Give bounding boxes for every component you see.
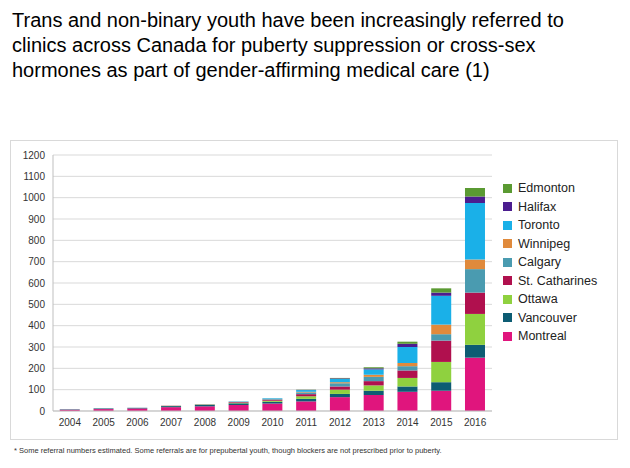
svg-text:2007: 2007 — [160, 417, 183, 428]
svg-text:400: 400 — [28, 320, 45, 331]
html-text:Toronto: Toronto — [518, 218, 560, 232]
html-text:Halifax: Halifax — [518, 199, 557, 214]
svg-text:1000: 1000 — [23, 192, 46, 203]
html-text:Ottawa: Ottawa — [518, 292, 558, 306]
svg-text:100: 100 — [28, 384, 45, 395]
svg-text:300: 300 — [28, 342, 45, 353]
html-text:* Some referral numbers estima: * Some referral numbers estimated. Some … — [14, 446, 442, 455]
svg-text:2010: 2010 — [261, 417, 284, 428]
svg-text:2005: 2005 — [93, 417, 116, 428]
svg-text:800: 800 — [28, 235, 45, 246]
html-text:Winnipeg: Winnipeg — [518, 236, 571, 251]
html-text:Calgary: Calgary — [518, 255, 562, 269]
svg-text:200: 200 — [28, 363, 45, 374]
svg-text:500: 500 — [28, 299, 45, 310]
svg-text:2015: 2015 — [430, 417, 453, 428]
svg-text:2012: 2012 — [329, 417, 352, 428]
svg-text:2004: 2004 — [59, 417, 82, 428]
html-text:Montreal: Montreal — [518, 329, 567, 343]
svg-text:1100: 1100 — [23, 171, 45, 182]
svg-text:2013: 2013 — [363, 417, 386, 428]
svg-text:2016: 2016 — [464, 417, 487, 428]
html-text:Edmonton: Edmonton — [518, 181, 575, 195]
svg-text:2014: 2014 — [396, 417, 419, 428]
svg-text:2008: 2008 — [194, 417, 217, 428]
svg-text:600: 600 — [28, 278, 45, 289]
svg-text:2006: 2006 — [126, 417, 149, 428]
svg-text:700: 700 — [28, 256, 45, 267]
html-text:St. Catharines: St. Catharines — [518, 273, 598, 288]
svg-text:0: 0 — [39, 406, 45, 417]
html-text:Trans and non-binary youth hav: Trans and non-binary youth have been inc… — [12, 9, 564, 81]
svg-text:900: 900 — [28, 214, 45, 225]
svg-text:2009: 2009 — [228, 417, 251, 428]
svg-text:2011: 2011 — [296, 417, 318, 428]
svg-text:1200: 1200 — [23, 150, 46, 161]
html-text:Vancouver: Vancouver — [518, 310, 577, 325]
